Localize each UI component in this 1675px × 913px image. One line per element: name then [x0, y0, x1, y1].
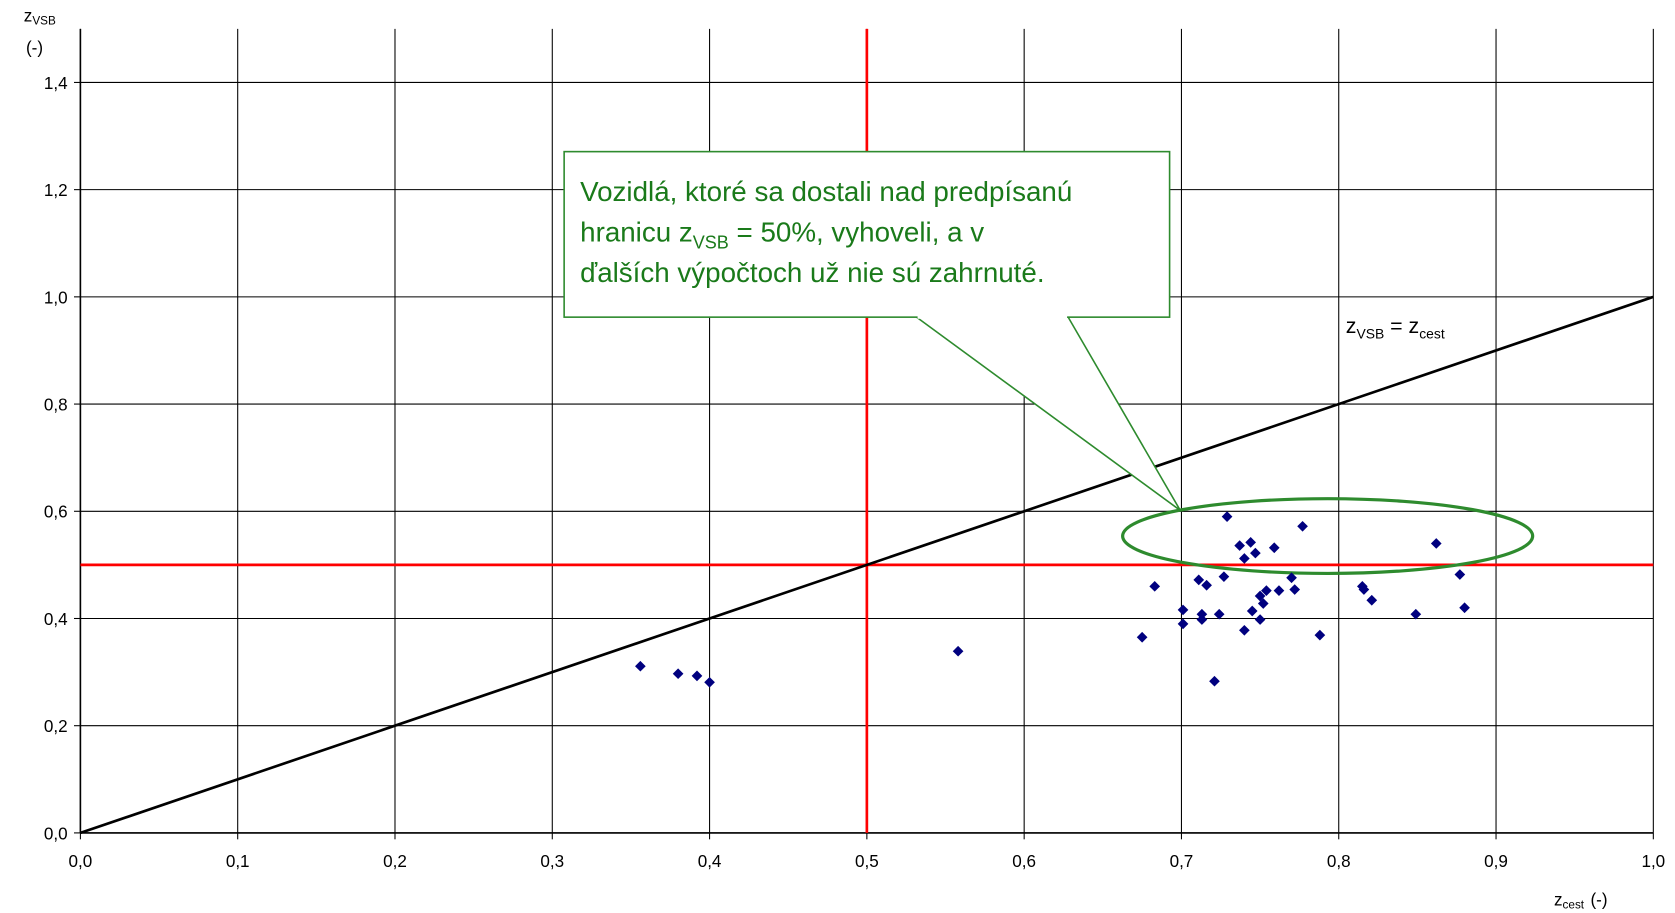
- text-part: z: [1554, 891, 1563, 910]
- point: [1459, 602, 1470, 614]
- text-part: (-): [1591, 891, 1608, 910]
- text-part: hranicu z: [580, 216, 693, 247]
- x-tick-label: 0,2: [383, 852, 407, 871]
- point: [1149, 580, 1161, 592]
- x-tick-label: 0,5: [855, 852, 879, 871]
- y-tick-label: 0,4: [44, 610, 68, 629]
- x-tick-label: 0,6: [1012, 852, 1036, 871]
- point: [1273, 585, 1285, 596]
- subscript: VSB: [32, 15, 56, 28]
- x-tick-label: 0,4: [698, 852, 722, 871]
- point: [1136, 631, 1148, 643]
- point: [1218, 571, 1230, 583]
- point: [1196, 614, 1208, 625]
- x-tick-label: 0,3: [540, 852, 564, 871]
- point: [1454, 569, 1466, 580]
- point: [1261, 585, 1272, 596]
- diagonal-label: zVSB = zcest: [1346, 314, 1445, 341]
- x-tick-label: 0,9: [1484, 852, 1508, 871]
- point: [1358, 584, 1370, 595]
- point: [1257, 598, 1269, 609]
- point: [1177, 604, 1189, 616]
- text-part: = 50%, vyhoveli, a v: [729, 216, 984, 247]
- x-tick-label: 0,1: [226, 852, 250, 871]
- point: [1366, 594, 1378, 606]
- y-axis-unit: (-): [26, 38, 43, 57]
- point: [1213, 608, 1225, 620]
- point: [1430, 538, 1442, 549]
- point: [1246, 605, 1258, 617]
- point: [1239, 624, 1250, 636]
- x-axis-label: zcest (-): [1554, 891, 1608, 912]
- point: [1297, 520, 1308, 532]
- point: [1314, 629, 1326, 641]
- point: [1289, 584, 1301, 595]
- x-tick-label: 1,0: [1641, 852, 1665, 871]
- callout: Vozidlá, ktoré sa dostali nad predpísanú…: [563, 150, 1181, 512]
- point: [1201, 579, 1212, 591]
- y-tick-label: 0,6: [44, 503, 68, 522]
- point: [1234, 540, 1245, 551]
- subscript: VSB: [693, 232, 729, 252]
- point: [1177, 618, 1189, 630]
- highlight-ellipse: [1121, 497, 1535, 576]
- point: [1268, 542, 1280, 554]
- point: [1193, 574, 1205, 586]
- subscript: cest: [1419, 326, 1445, 342]
- point: [704, 676, 715, 688]
- y-tick-label: 1,4: [44, 74, 68, 93]
- point: [635, 660, 646, 672]
- point: [1254, 614, 1266, 625]
- point: [952, 645, 964, 657]
- y-tick-label: 1,0: [44, 288, 68, 307]
- subscript: VSB: [1356, 326, 1384, 342]
- point: [1286, 572, 1297, 584]
- point: [1221, 511, 1233, 522]
- x-tick-label: 0,0: [69, 852, 93, 871]
- y-axis-label: zVSB: [24, 6, 56, 27]
- y-tick-label: 0,2: [44, 717, 68, 736]
- subscript: cest: [1563, 899, 1585, 912]
- y-tick-label: 0,8: [44, 395, 68, 414]
- y-tick-label: 1,2: [44, 181, 68, 200]
- y-tick-label: 0,0: [44, 824, 68, 843]
- point: [1239, 553, 1250, 564]
- point: [1410, 608, 1422, 620]
- x-tick-label: 0,7: [1170, 852, 1194, 871]
- point: [1250, 547, 1261, 559]
- annotation-line: Vozidlá, ktoré sa dostali nad predpísanú: [580, 176, 1072, 207]
- annotation-line: ďalších výpočtoch už nie sú zahrnuté.: [580, 257, 1044, 288]
- text-part: z: [1346, 314, 1357, 338]
- callout-box: [563, 150, 1171, 318]
- point: [1245, 537, 1256, 548]
- point: [672, 668, 684, 680]
- point: [1209, 675, 1220, 687]
- grid: 0,0 0,1 0,2 0,3 0,4 0,5 0,6 0,7 0,8 0,9 1,0 0,0 0,2 0…: [24, 6, 1665, 911]
- annotation-line: hranicu zVSB = 50%, vyhoveli, a v: [580, 216, 984, 252]
- x-tick-label: 0,8: [1327, 852, 1351, 871]
- callout-pointer: [914, 316, 1181, 512]
- text-part: z: [24, 6, 33, 25]
- text-part: = z: [1384, 314, 1419, 338]
- point: [691, 670, 703, 682]
- diagonal-line: [79, 295, 1654, 835]
